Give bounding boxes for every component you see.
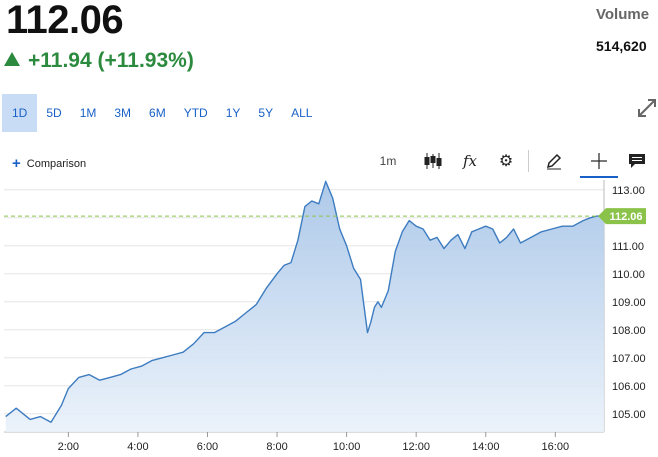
price-area — [5, 181, 604, 432]
range-tab-3m[interactable]: 3M — [114, 106, 132, 120]
range-tab-1y[interactable]: 1Y — [225, 106, 241, 120]
candlestick-icon[interactable] — [420, 148, 446, 174]
range-tabs: 1D 5D 1M 3M 6M YTD 1Y 5Y ALL — [2, 94, 321, 132]
last-price-tag-label: 112.06 — [609, 211, 642, 223]
x-tick-label: 12:00 — [402, 441, 430, 453]
price-change: +11.94 (+11.93%) — [4, 49, 194, 73]
x-tick-label: 14:00 — [472, 441, 500, 453]
range-tab-all[interactable]: ALL — [291, 106, 313, 120]
range-tab-5d[interactable]: 5D — [46, 106, 62, 120]
y-tick-label: 106.00 — [612, 381, 646, 393]
comparison-label: Comparison — [26, 158, 87, 170]
y-tick-label: 108.00 — [612, 325, 646, 337]
last-price-tag — [598, 208, 646, 225]
y-tick-label: 109.00 — [612, 297, 646, 309]
volume-label: Volume — [596, 6, 650, 23]
comparison-button[interactable]: + Comparison — [12, 155, 86, 172]
y-tick-label: 113.00 — [612, 185, 645, 197]
gear-icon[interactable]: ⚙ — [498, 153, 514, 170]
note-icon[interactable] — [626, 148, 648, 174]
x-tick-label: 10:00 — [333, 441, 361, 453]
price-change-value: +11.94 (+11.93%) — [28, 49, 194, 72]
y-tick-label: 111.00 — [612, 241, 644, 253]
y-tick-label: 110.00 — [612, 269, 645, 281]
range-tab-1d[interactable]: 1D — [2, 94, 38, 132]
crosshair-icon[interactable] — [580, 148, 618, 174]
x-tick-label: 16:00 — [542, 441, 570, 453]
range-tab-6m[interactable]: 6M — [149, 106, 166, 120]
price-chart[interactable]: 105.00 106.00 107.00 108.00 109.00 110.00 111.… — [0, 180, 658, 457]
volume-value: 514,620 — [596, 38, 647, 54]
last-price: 112.06 — [6, 0, 124, 42]
range-tab-5y[interactable]: 5Y — [258, 106, 274, 120]
interval-selector[interactable]: 1m — [379, 154, 397, 168]
range-tab-ytd[interactable]: YTD — [183, 106, 208, 120]
expand-icon[interactable] — [636, 96, 658, 120]
x-tick-label: 6:00 — [197, 441, 218, 453]
plus-icon: + — [12, 155, 21, 172]
x-tick-label: 8:00 — [266, 441, 287, 453]
y-tick-label: 107.00 — [612, 353, 646, 365]
range-tab-1m[interactable]: 1M — [79, 106, 97, 120]
toolbar-divider — [528, 150, 529, 172]
fx-indicator-icon[interactable]: 𝑓x — [462, 152, 477, 170]
x-tick-label: 2:00 — [58, 441, 79, 453]
x-tick-label: 4:00 — [127, 441, 148, 453]
price-line — [5, 180, 604, 423]
triangle-up-icon — [4, 52, 20, 66]
active-tool-indicator — [580, 176, 618, 178]
y-tick-label: 105.00 — [612, 409, 646, 421]
pencil-icon[interactable] — [541, 148, 567, 174]
